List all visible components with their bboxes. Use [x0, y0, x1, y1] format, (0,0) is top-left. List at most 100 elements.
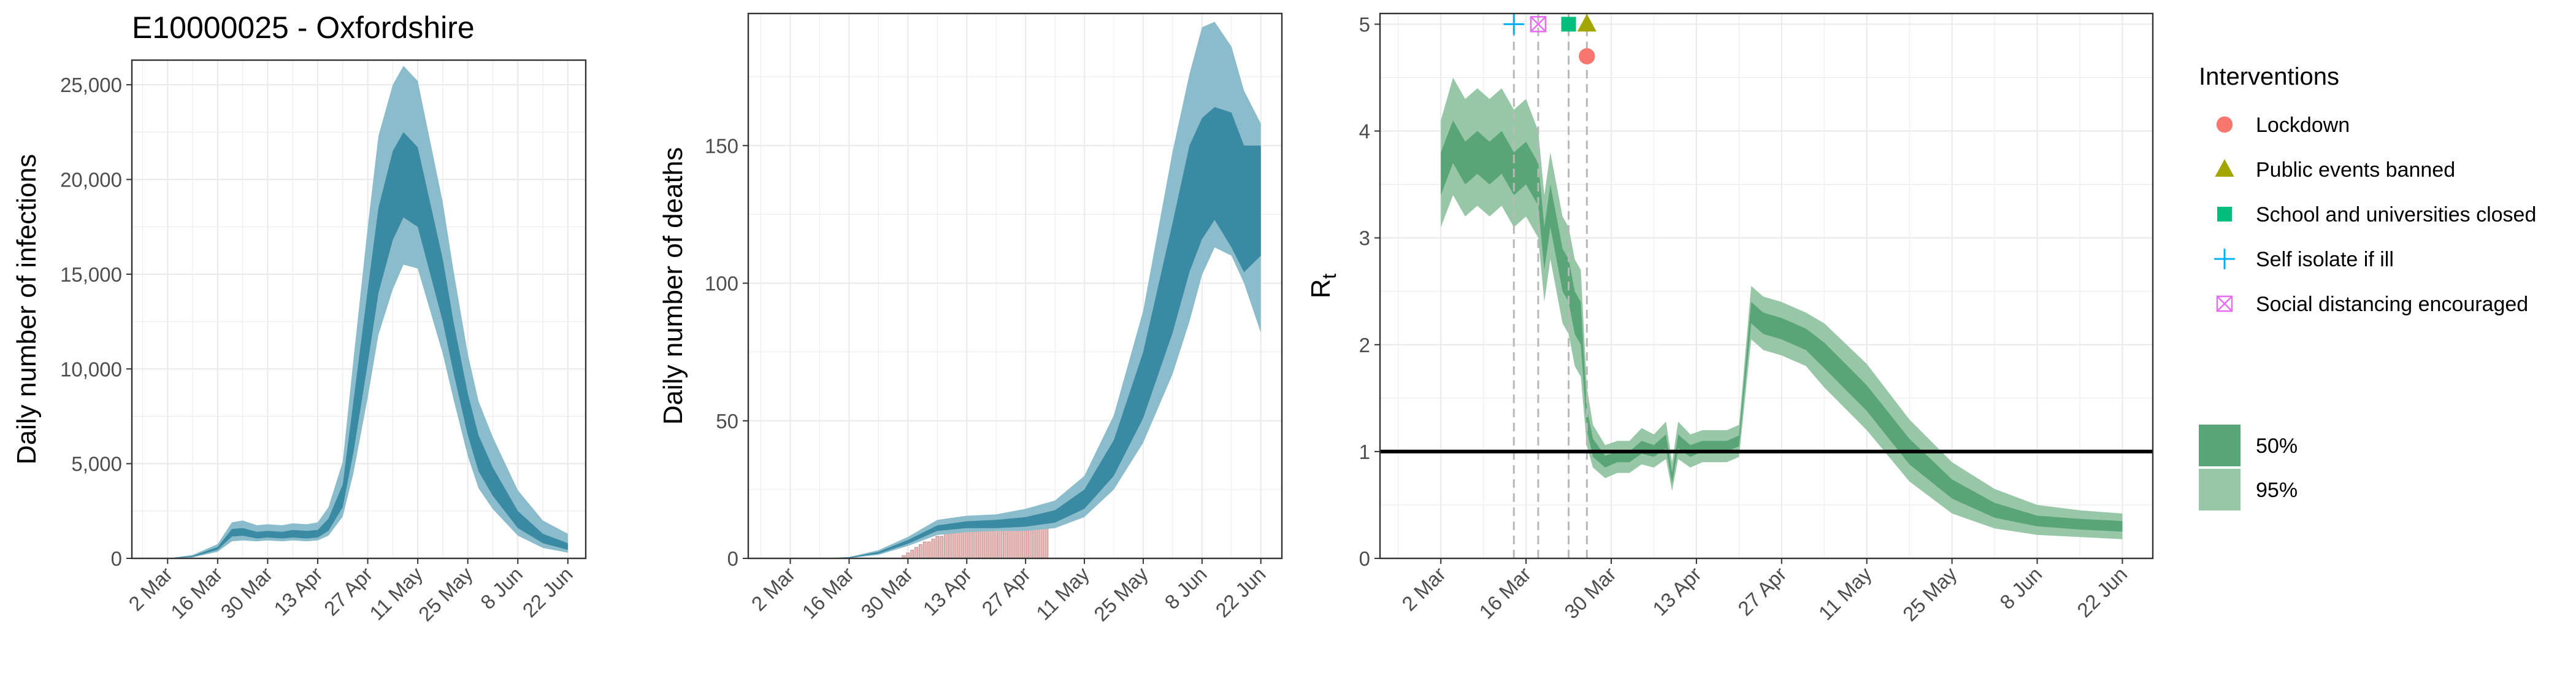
- x-tick-label: 16 Mar: [1474, 563, 1535, 623]
- observed-death-bar: [1040, 525, 1045, 559]
- y-tick-label: 150: [705, 134, 738, 157]
- y-tick-label: 0: [1359, 547, 1370, 570]
- observed-death-bar: [906, 552, 910, 559]
- observed-death-bar: [948, 533, 952, 559]
- x-tick-label: 11 May: [1814, 562, 1876, 624]
- ci95-band: [1441, 77, 2123, 539]
- y-tick-label: 20,000: [60, 169, 122, 191]
- observed-death-bar: [910, 550, 914, 559]
- intervention-marker: [1530, 16, 1547, 33]
- y-axis-label: Daily number of infections: [12, 154, 42, 464]
- ci50-band: [790, 107, 1261, 558]
- legend-marker: [2216, 295, 2233, 312]
- panel-border: [747, 12, 1283, 560]
- observed-death-bar: [965, 528, 969, 559]
- y-tick-label: 5,000: [71, 453, 122, 476]
- x-tick-label: 30 Mar: [1560, 563, 1620, 623]
- x-tick-label: 30 Mar: [856, 563, 917, 623]
- y-tick-label: 25,000: [60, 74, 122, 96]
- x-tick-label: 30 Mar: [217, 563, 277, 623]
- x-tick-label: 27 Apr: [1733, 563, 1791, 620]
- intervention-marker: [1577, 13, 1597, 32]
- intervention-marker: [1503, 13, 1525, 35]
- x-tick-label: 25 May: [1898, 562, 1961, 625]
- y-axis-label-subscript: t: [1318, 274, 1340, 279]
- legend-marker: [2215, 159, 2234, 177]
- observed-death-bar: [956, 530, 960, 559]
- x-tick-label: 22 Jun: [1211, 563, 1270, 622]
- x-tick-label: 13 Apr: [1648, 563, 1706, 620]
- observed-death-bar: [973, 528, 977, 559]
- x-tick-label: 22 Jun: [2072, 563, 2131, 622]
- y-tick-label: 50: [716, 410, 738, 433]
- legend-marker: [2214, 249, 2235, 269]
- x-tick-label: 2 Mar: [747, 563, 800, 615]
- legend-swatch: [2199, 425, 2241, 466]
- observed-death-bar: [1045, 525, 1049, 559]
- observed-death-bar: [940, 536, 943, 559]
- observed-death-bar: [914, 547, 918, 559]
- y-tick-label: 2: [1359, 334, 1370, 356]
- observed-death-bar: [944, 533, 948, 559]
- ci50-band: [1441, 120, 2123, 532]
- legend-label: School and universities closed: [2256, 203, 2536, 226]
- panel-border: [1379, 12, 2154, 560]
- observed-death-bar: [935, 536, 940, 559]
- y-tick-label: 15,000: [60, 263, 122, 286]
- observed-death-bar: [960, 530, 965, 559]
- y-tick-label: 100: [705, 272, 738, 295]
- x-tick-label: 13 Apr: [919, 563, 976, 620]
- x-tick-label: 13 Apr: [269, 563, 327, 620]
- legend-label: Self isolate if ill: [2256, 248, 2394, 271]
- legend-label: 50%: [2256, 434, 2298, 458]
- y-tick-label: 4: [1359, 120, 1370, 143]
- y-tick-label: 10,000: [60, 358, 122, 380]
- x-tick-label: 11 May: [365, 562, 427, 624]
- legend-marker: [2216, 116, 2233, 133]
- observed-death-bar: [927, 541, 931, 559]
- panel-border: [131, 59, 587, 560]
- y-tick-label: 1: [1359, 441, 1370, 463]
- x-tick-label: 8 Jun: [1160, 563, 1211, 614]
- figure-title: E10000025 - Oxfordshire: [132, 10, 475, 45]
- observed-death-bar: [931, 539, 935, 559]
- x-tick-label: 27 Apr: [977, 563, 1035, 620]
- legend-label: 95%: [2256, 479, 2298, 502]
- observed-death-bar: [969, 528, 973, 559]
- x-tick-label: 11 May: [1032, 562, 1094, 624]
- x-tick-label: 25 May: [1089, 562, 1152, 625]
- legend-label: Public events banned: [2256, 158, 2455, 182]
- observed-death-bar: [952, 530, 956, 559]
- observed-death-bar: [919, 544, 922, 559]
- y-tick-label: 0: [111, 547, 122, 570]
- rt-panel: 0 1 2 3 4 5 2 Mar 16 Mar 30 Mar 13 Apr 27 Apr 11 Ma…: [1306, 12, 2154, 625]
- x-tick-label: 25 May: [414, 562, 477, 625]
- legend: Interventions Lockdown Public events bann…: [2199, 63, 2536, 511]
- x-tick-label: 22 Jun: [518, 563, 577, 622]
- x-tick-label: 2 Mar: [1397, 563, 1450, 615]
- observed-death-bar: [1036, 525, 1040, 559]
- x-tick-label: 16 Mar: [798, 563, 859, 623]
- legend-swatch: [2199, 469, 2241, 511]
- x-tick-label: 16 Mar: [166, 563, 227, 623]
- y-tick-label: 3: [1359, 227, 1370, 250]
- observed-death-bar: [922, 541, 927, 559]
- observed-death-bar: [1032, 525, 1036, 559]
- ci95-band: [790, 21, 1261, 558]
- y-axis-label: Rt: [1306, 274, 1340, 299]
- y-tick-label: 0: [727, 547, 738, 570]
- ci50-band: [167, 132, 568, 559]
- intervention-marker: [1579, 48, 1595, 64]
- observed-death-bar: [977, 528, 981, 559]
- y-tick-label: 5: [1359, 13, 1370, 36]
- intervention-marker: [1561, 17, 1576, 32]
- x-tick-label: 8 Jun: [1995, 563, 2046, 614]
- legend-title: Interventions: [2199, 63, 2339, 90]
- y-axis-label: Daily number of deaths: [658, 147, 688, 425]
- legend-label: Social distancing encouraged: [2256, 293, 2528, 316]
- legend-marker: [2217, 207, 2232, 222]
